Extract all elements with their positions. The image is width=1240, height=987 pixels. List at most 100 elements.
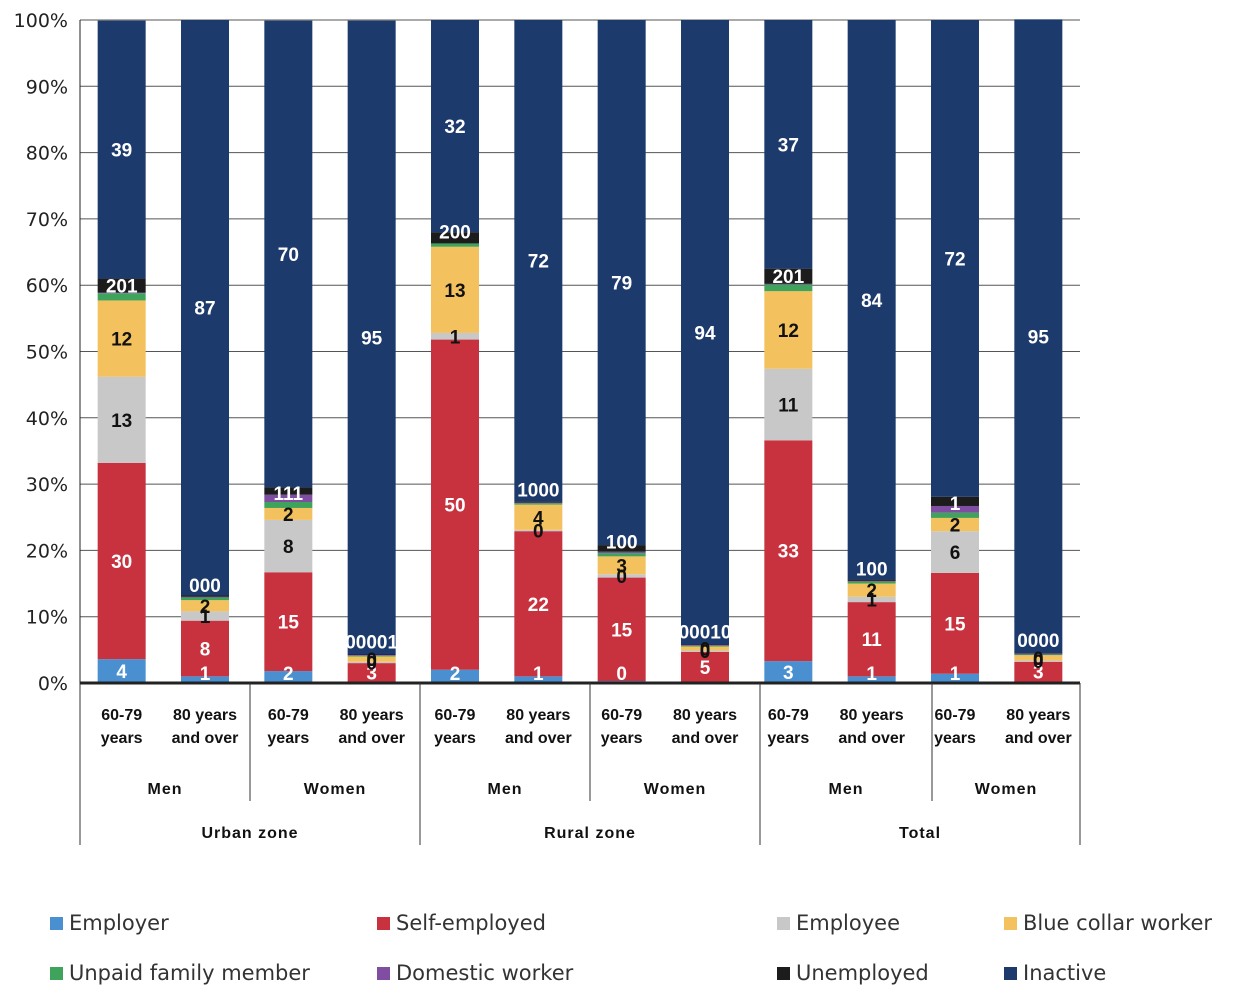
bar-segment-unpaid-family-member [847, 581, 896, 584]
data-label: 13 [444, 281, 465, 302]
legend-label: Domestic worker [396, 961, 574, 985]
bar-segment-self-employed [1014, 661, 1063, 682]
legend-label: Employer [69, 911, 169, 935]
data-label: 84 [861, 291, 883, 312]
y-tick-label: 50% [26, 342, 68, 364]
bars [97, 19, 1063, 683]
bar-segment-unemployed [181, 595, 229, 597]
x-category-label: years [434, 730, 476, 747]
bar-segment-employee [181, 611, 229, 621]
bar-segment-unemployed [97, 278, 146, 293]
legend-item-employee: Employee [777, 911, 900, 935]
bar-segment-inactive [1014, 19, 1063, 654]
legend-swatch [1004, 966, 1017, 980]
bar-segment-inactive [847, 20, 896, 580]
bar-segment-domestic-worker [264, 494, 313, 503]
data-label: 0 [366, 650, 377, 671]
data-label: 37 [778, 135, 799, 156]
stack-top-label: 0000 [1017, 631, 1059, 652]
data-label: 4 [533, 508, 544, 529]
data-label: 15 [611, 620, 633, 641]
x-axis [79, 20, 1081, 845]
bar-segment-blue-collar-worker [431, 246, 479, 333]
data-label: 95 [361, 329, 383, 350]
legend-swatch [50, 966, 63, 980]
bar-segment-employee [347, 661, 396, 664]
stack-top-label: 1 [950, 494, 961, 515]
bar-segment-domestic-worker [97, 292, 146, 294]
bar-segment-inactive [931, 20, 979, 497]
stack-top-label: 1000 [517, 481, 559, 502]
data-label: 1 [866, 590, 877, 611]
legend-label: Unpaid family member [69, 961, 310, 985]
data-label: 39 [111, 141, 132, 162]
stacked-bar-chart: 0%10%20%30%40%50%60%70%80%90%100% 430131… [14, 10, 1081, 845]
x-category-label: 80 years [1006, 707, 1070, 724]
x-axis-category-labels: 60-79 years 80 years and over 60-79 years 80 y… [101, 707, 1072, 842]
bar-segment-inactive [431, 20, 479, 233]
bar-segment-unpaid-family-member [431, 243, 479, 247]
stack-top-label: 000 [189, 576, 221, 597]
data-label: 12 [778, 321, 799, 342]
data-label: 0 [700, 642, 711, 663]
x-category-label: and over [505, 730, 572, 747]
bar-segment-self-employed [264, 572, 313, 672]
legend-item-unemployed: Unemployed [777, 961, 929, 985]
bar-segment-inactive [347, 20, 396, 655]
x-category-label: 80 years [173, 707, 237, 724]
bar-segment-employer [181, 676, 229, 683]
stack-top-label: 201 [106, 276, 138, 297]
data-label: 0 [616, 664, 627, 685]
bar-segment-unpaid-family-member [264, 502, 313, 508]
y-tick-label: 0% [38, 673, 68, 695]
bar-segment-unemployed [514, 501, 563, 503]
data-label: 50 [444, 496, 465, 517]
bar-segment-domestic-worker [764, 283, 813, 285]
zone-group-label: Total [899, 825, 941, 842]
bar-segment-blue-collar-worker [764, 291, 813, 369]
bar-segment-blue-collar-worker [597, 556, 646, 575]
data-label: 87 [194, 299, 215, 320]
y-tick-label: 10% [26, 607, 68, 629]
data-label: 2 [283, 664, 294, 685]
data-label: 0 [1033, 649, 1044, 670]
stack-top-label: 201 [772, 267, 804, 288]
bar-segment-unpaid-family-member [514, 503, 563, 505]
bar-segment-blue-collar-worker [347, 656, 396, 662]
bar-segment-employee [764, 368, 813, 441]
legend-swatch [777, 966, 790, 980]
data-label: 2 [950, 516, 961, 537]
x-category-label: 60-79 [435, 707, 476, 724]
data-label: 0 [616, 567, 627, 588]
data-label: 5 [700, 658, 711, 679]
y-tick-label: 80% [26, 143, 68, 165]
bar-segment-self-employed [931, 572, 979, 674]
bar-segment-unpaid-family-member [97, 293, 146, 301]
bar-segment-self-employed [847, 602, 896, 677]
x-category-label: and over [1005, 730, 1072, 747]
x-category-label: years [767, 730, 809, 747]
x-category-label: 80 years [340, 707, 404, 724]
sex-group-label: Men [829, 781, 864, 798]
bar-segment-domestic-worker [1014, 653, 1063, 655]
stack-top-label: 111 [274, 484, 304, 505]
sex-group-label: Men [148, 781, 183, 798]
bar-segment-employer [931, 673, 979, 683]
legend-swatch [50, 916, 63, 930]
y-tick-label: 40% [26, 408, 68, 430]
bar-segment-blue-collar-worker [931, 517, 979, 532]
legend: Employer Self-employed Employee Blue col… [50, 895, 1230, 985]
data-label: 13 [111, 411, 132, 432]
bar-segment-unemployed [1014, 653, 1063, 654]
stack-top-label: 00010 [679, 623, 732, 644]
bar-segment-inactive [97, 20, 146, 279]
stack-top-label: 100 [606, 532, 638, 553]
zone-group-label: Rural zone [544, 825, 636, 842]
y-tick-label: 100% [14, 10, 68, 32]
bar-segment-inactive [597, 20, 646, 546]
bar-segment-employee [931, 531, 979, 573]
bar-segment-unemployed [347, 654, 396, 656]
x-category-label: and over [172, 730, 239, 747]
bar-segment-employer [431, 669, 479, 683]
bar-segment-blue-collar-worker [1014, 655, 1063, 661]
